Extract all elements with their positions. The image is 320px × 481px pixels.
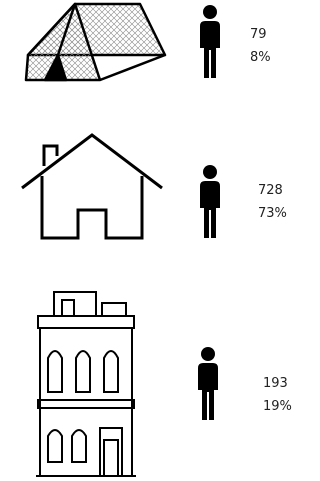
person-icon bbox=[200, 165, 220, 238]
count: 193 bbox=[263, 376, 288, 391]
infographic: 79 8% 728 73% 193 19% bbox=[0, 0, 303, 481]
percent: 8% bbox=[250, 50, 271, 65]
count: 79 bbox=[250, 27, 267, 42]
house-icon bbox=[22, 135, 162, 238]
percent: 19% bbox=[263, 399, 292, 414]
person-icon bbox=[200, 5, 220, 78]
person-icon bbox=[198, 347, 218, 420]
building-icon bbox=[36, 292, 136, 476]
count: 728 bbox=[258, 183, 283, 198]
tent-icon bbox=[26, 4, 165, 80]
percent: 73% bbox=[258, 206, 287, 221]
page: 79 8% 728 73% 193 19% (() => { const dat… bbox=[0, 0, 303, 481]
